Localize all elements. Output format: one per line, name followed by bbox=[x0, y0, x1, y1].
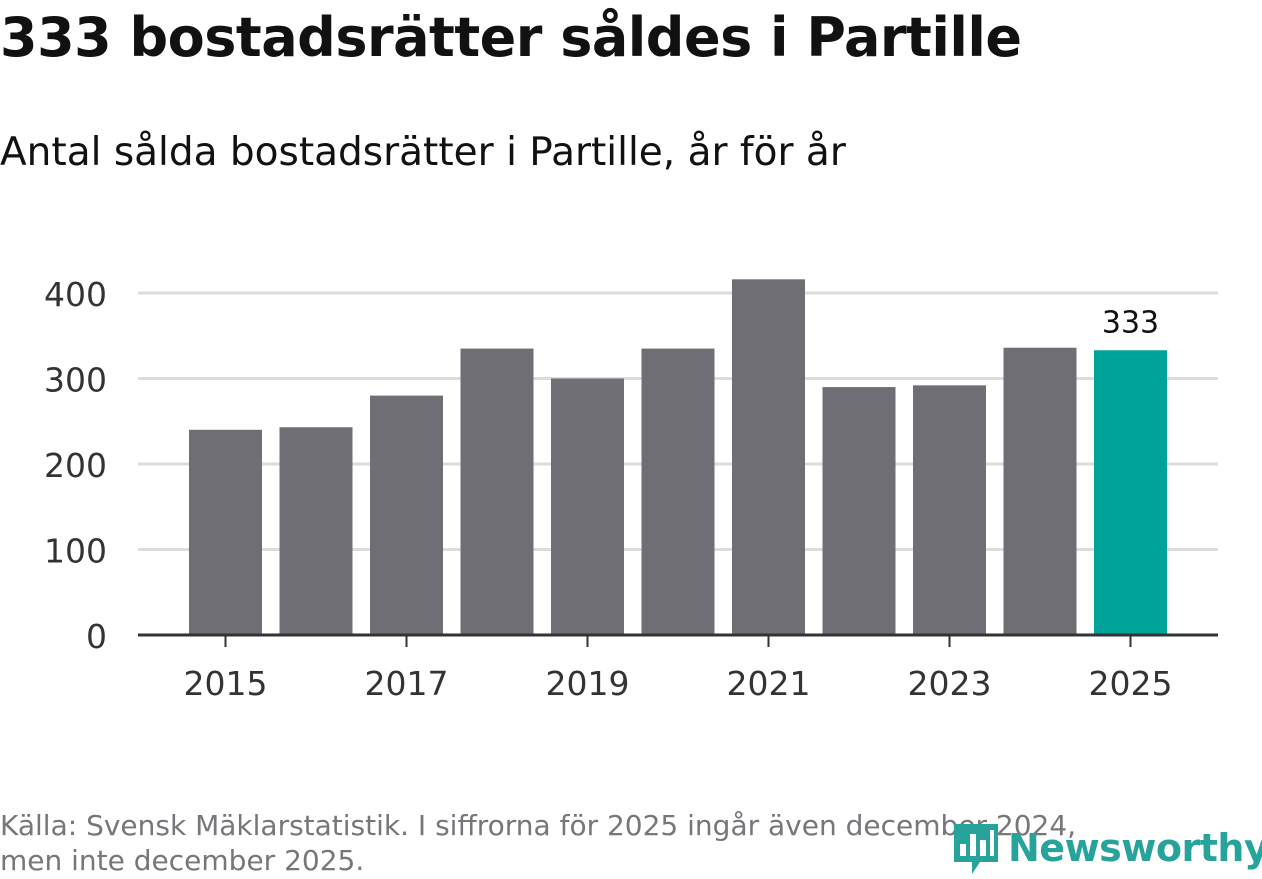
bar-2019 bbox=[551, 378, 624, 635]
chart-title: 333 bostadsrätter såldes i Partille bbox=[0, 6, 1022, 69]
bar-2024 bbox=[1003, 347, 1077, 635]
x-tick-label-2019: 2019 bbox=[546, 664, 630, 703]
bar-2023 bbox=[913, 385, 986, 635]
source-line-2: men inte december 2025. bbox=[0, 844, 365, 877]
bar-2015 bbox=[189, 429, 262, 635]
x-tick-label-2021: 2021 bbox=[727, 664, 811, 703]
bar-2016 bbox=[279, 427, 353, 635]
data-label-2025: 333 bbox=[1102, 305, 1159, 340]
bar-2021 bbox=[732, 279, 805, 635]
newsworthy-logo: Newsworthy bbox=[950, 818, 1262, 878]
x-tick-label-2023: 2023 bbox=[908, 664, 992, 703]
x-tick-label-2017: 2017 bbox=[365, 664, 449, 703]
y-tick-label-100: 100 bbox=[44, 532, 107, 571]
chart-subtitle: Antal sålda bostadsrätter i Partille, år… bbox=[0, 130, 846, 175]
x-tick-label-2015: 2015 bbox=[184, 664, 268, 703]
y-tick-label-0: 0 bbox=[86, 617, 107, 656]
bar-2018 bbox=[460, 348, 534, 635]
y-tick-label-200: 200 bbox=[44, 446, 107, 485]
source-line-1: Källa: Svensk Mäklarstatistik. I siffror… bbox=[0, 809, 1077, 842]
source-note: Källa: Svensk Mäklarstatistik. I siffror… bbox=[0, 808, 1076, 878]
bar-2022 bbox=[822, 387, 896, 635]
bar-2020 bbox=[641, 348, 715, 635]
bar-chart: 0 100 200 300 400 333 2015 2017 2019 2021 2023 2025 bbox=[44, 275, 1218, 703]
logo-text: Newsworthy bbox=[1008, 826, 1262, 870]
bar-2025 bbox=[1094, 350, 1167, 635]
y-tick-label-300: 300 bbox=[44, 361, 107, 400]
x-tick-label-2025: 2025 bbox=[1089, 664, 1173, 703]
bar-2017 bbox=[370, 395, 443, 635]
y-tick-label-400: 400 bbox=[44, 275, 107, 314]
newsworthy-bar-chart-icon bbox=[954, 824, 998, 874]
